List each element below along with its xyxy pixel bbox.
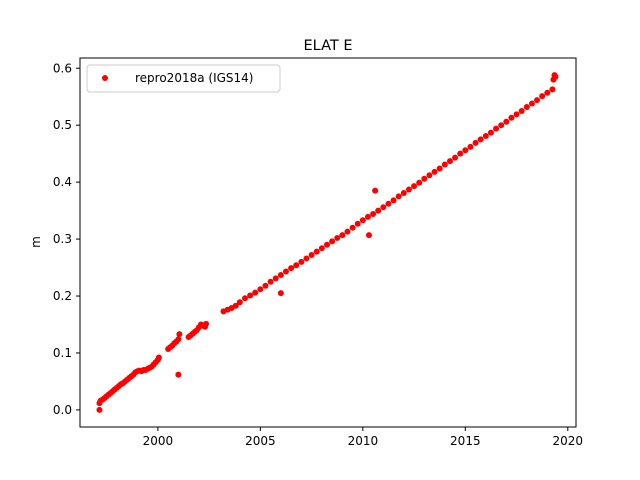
data-point <box>370 211 377 218</box>
data-point <box>551 72 558 79</box>
x-tick-label: 2005 <box>245 434 276 448</box>
data-point <box>462 147 469 154</box>
data-point <box>493 125 500 132</box>
data-point <box>262 282 269 289</box>
chart-title: ELAT E <box>304 38 353 54</box>
data-point <box>203 320 210 327</box>
data-point <box>467 143 474 150</box>
series-layer <box>96 72 559 413</box>
data-point <box>513 111 520 118</box>
data-point <box>96 406 103 413</box>
y-tick-label: 0.0 <box>53 403 72 417</box>
data-point <box>176 331 183 338</box>
data-point <box>318 245 325 252</box>
y-tick-label: 0.6 <box>53 61 72 75</box>
x-tick-label: 2000 <box>143 434 174 448</box>
data-point <box>277 290 284 297</box>
data-point <box>155 354 162 361</box>
legend-marker <box>102 75 108 81</box>
data-point <box>313 248 320 255</box>
data-point <box>282 268 289 275</box>
data-point <box>534 97 541 104</box>
data-point <box>472 139 479 146</box>
data-point <box>508 114 515 121</box>
legend: repro2018a (IGS14) <box>86 64 281 93</box>
data-point <box>436 165 443 172</box>
data-point <box>395 193 402 200</box>
data-point <box>354 220 361 227</box>
y-tick-label: 0.2 <box>53 289 72 303</box>
data-point <box>523 103 530 110</box>
data-point <box>277 271 284 278</box>
data-point <box>308 252 315 259</box>
data-point <box>441 161 448 168</box>
data-point <box>241 295 248 302</box>
data-point <box>457 150 464 157</box>
data-point <box>518 107 525 114</box>
data-point <box>344 228 351 235</box>
data-point <box>544 89 551 96</box>
data-point <box>334 234 341 241</box>
data-point <box>390 197 397 204</box>
data-point <box>232 302 239 309</box>
data-point <box>272 275 279 282</box>
data-point <box>175 371 182 378</box>
data-point <box>303 255 310 262</box>
data-point <box>416 179 423 186</box>
data-point <box>426 172 433 179</box>
data-point <box>175 336 182 343</box>
data-point <box>549 86 556 93</box>
data-point <box>365 232 372 239</box>
x-tick-label: 2020 <box>553 434 584 448</box>
data-point <box>477 136 484 143</box>
data-point <box>498 122 505 129</box>
data-point <box>446 158 453 165</box>
data-point <box>405 186 412 193</box>
data-point <box>487 129 494 136</box>
data-point <box>257 286 264 293</box>
data-point <box>339 232 346 239</box>
data-point <box>421 175 428 182</box>
plot-frame <box>79 57 577 428</box>
data-point <box>411 183 418 190</box>
data-point <box>550 76 557 83</box>
y-axis: 0.0 0.1 0.2 0.3 0.4 0.5 0.6 <box>53 61 80 417</box>
data-point <box>400 189 407 196</box>
x-tick-label: 2010 <box>348 434 379 448</box>
data-point <box>380 204 387 211</box>
data-point <box>482 133 489 140</box>
data-point <box>375 207 382 214</box>
data-point <box>372 187 379 194</box>
x-tick-label: 2015 <box>450 434 481 448</box>
data-point <box>503 118 510 125</box>
data-point <box>267 278 274 285</box>
data-point <box>329 238 336 245</box>
data-point <box>359 217 366 224</box>
data-point <box>528 100 535 107</box>
x-axis: 2000 2005 2010 2015 2020 <box>143 427 583 448</box>
legend-label: repro2018a (IGS14) <box>135 71 253 85</box>
data-point <box>539 93 546 100</box>
y-tick-label: 0.3 <box>53 232 72 246</box>
y-tick-label: 0.5 <box>53 118 72 132</box>
data-point <box>385 200 392 207</box>
data-point <box>288 265 295 272</box>
data-point <box>252 289 259 296</box>
data-point <box>247 292 254 299</box>
y-axis-label: m <box>29 236 43 248</box>
data-point <box>293 262 300 269</box>
data-point <box>349 224 356 231</box>
data-point <box>452 154 459 161</box>
data-point <box>236 299 243 306</box>
y-tick-label: 0.1 <box>53 346 72 360</box>
data-point <box>431 168 438 175</box>
y-tick-label: 0.4 <box>53 175 72 189</box>
legend-box <box>86 64 281 93</box>
data-point <box>364 213 371 220</box>
data-point <box>323 241 330 248</box>
data-point <box>298 258 305 265</box>
